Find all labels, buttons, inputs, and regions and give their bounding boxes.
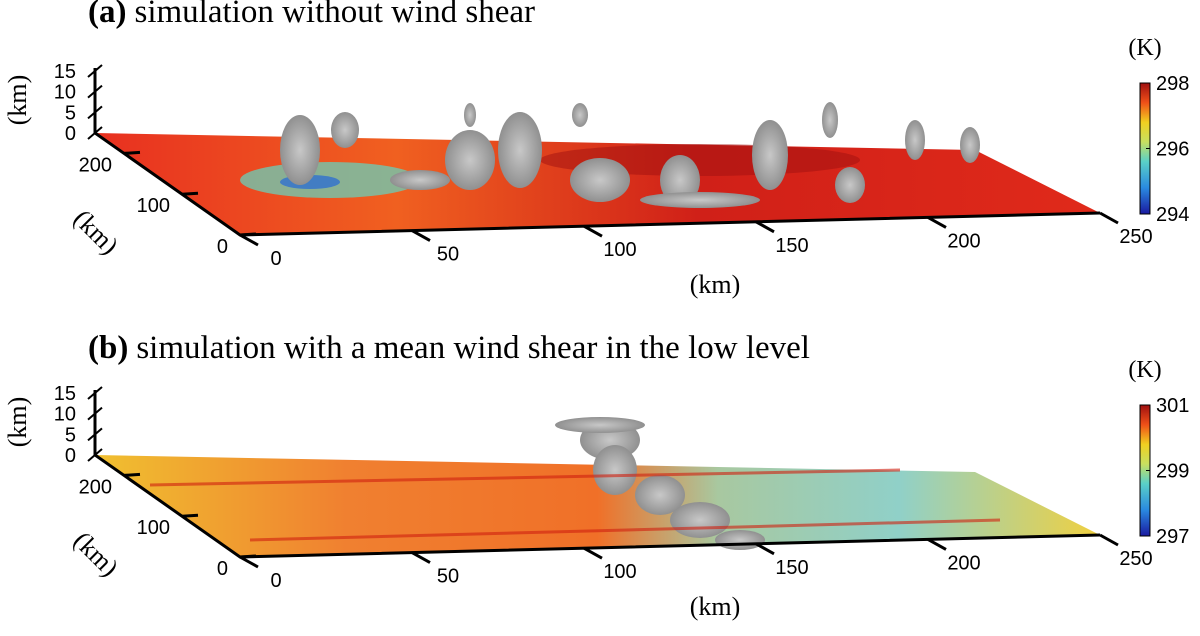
warm-streak [149,468,901,487]
colorbar-tick-label: 297 [1156,526,1189,548]
panel-title: (b) simulation with a mean wind shear in … [88,330,810,366]
cloud [670,502,730,538]
y-tick-label: 0 [217,558,228,580]
x-tick [755,542,775,556]
x-tick [1099,211,1119,225]
z-tick [87,64,103,78]
y-unit: (km) [68,526,124,582]
x-tick-label: 100 [603,239,636,261]
x-tick [583,546,603,560]
x-tick-label: 0 [270,570,281,592]
colorbar-unit: (K) [1128,357,1161,383]
z-tick [87,406,103,421]
z-tick-label: 10 [54,82,76,104]
y-tick [123,150,141,155]
colorbar-tick-label: 299 [1156,461,1189,483]
z-tick [87,126,103,140]
cloud [835,167,865,203]
x-tick [583,224,603,238]
y-tick [123,472,141,477]
warm-streak [249,518,1001,542]
x-tick [239,233,259,247]
panels: (a) simulation without wind shear151050(k… [3,0,1189,621]
cloud [905,120,925,160]
z-unit: (km) [3,397,32,448]
z-tick-label: 0 [65,445,76,467]
cloud [593,445,637,495]
x-unit: (km) [690,592,741,621]
y-tick-label: 100 [137,517,170,539]
cloud [555,417,645,433]
x-tick-label: 50 [437,244,459,266]
z-unit: (km) [3,75,32,126]
panel: (a) simulation without wind shear151050(k… [3,0,1189,299]
y-tick-label: 200 [79,154,112,176]
z-tick-label: 15 [54,61,76,83]
z-tick [87,427,103,442]
cloud [498,112,542,188]
x-tick-label: 150 [775,557,808,579]
y-tick-label: 200 [79,476,112,498]
x-tick-label: 150 [775,235,808,257]
cloud [331,112,359,148]
z-tick [87,386,103,400]
z-tick-label: 0 [65,123,76,145]
x-tick [1099,533,1119,547]
panel-title: (a) simulation without wind shear [88,0,535,30]
colorbar-tick-label: 298 [1156,73,1189,95]
cloud [572,103,588,127]
x-tick [755,220,775,234]
cloud [822,102,838,138]
cloud [635,475,685,515]
x-tick-label: 200 [947,230,980,252]
y-tick-label: 0 [217,236,228,258]
x-tick-label: 250 [1119,226,1152,248]
axis-line [93,68,1101,237]
x-tick-label: 100 [603,561,636,583]
x-tick-label: 250 [1119,548,1152,570]
x-tick-label: 0 [270,248,281,270]
x-tick-label: 50 [437,566,459,588]
panel-label: (a) [88,0,126,30]
colorbar-unit: (K) [1128,35,1161,61]
cloud [570,158,630,202]
axis-line [93,390,1101,559]
x-tick [927,216,947,229]
x-tick [411,229,431,242]
cloud [445,130,495,190]
title-text: simulation without wind shear [134,0,535,30]
z-tick-label: 5 [65,102,76,124]
x-tick [411,551,431,564]
z-tick [87,105,103,120]
cloud [752,120,788,190]
cloud [715,530,765,550]
z-tick [87,448,103,462]
colorbar-tick-label: 301 [1156,395,1189,417]
z-tick-label: 10 [54,404,76,426]
panel-label: (b) [88,330,128,366]
title-text: simulation with a mean wind shear in the… [136,330,810,366]
cloud [390,170,450,190]
y-unit: (km) [68,204,124,260]
cloud [280,115,320,185]
x-tick [239,555,259,569]
colorbar-tick-label: 294 [1156,204,1189,226]
x-tick [927,538,947,551]
z-tick-label: 15 [54,383,76,405]
y-tick-label: 100 [137,195,170,217]
cloud [640,192,760,208]
cloud [464,103,476,127]
cloud [960,127,980,163]
y-tick [181,513,199,518]
x-unit: (km) [690,270,741,299]
colorbar-tick-label: 296 [1156,139,1189,161]
panel: (b) simulation with a mean wind shear in … [3,330,1189,621]
y-tick [181,191,199,196]
z-tick-label: 5 [65,424,76,446]
x-tick-label: 200 [947,552,980,574]
z-tick [87,84,103,99]
